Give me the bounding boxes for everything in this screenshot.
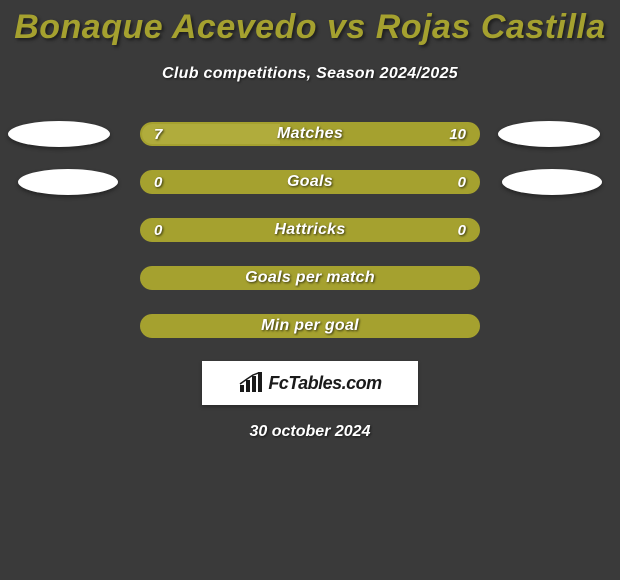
stat-bar: 0 Hattricks 0 [140,218,480,242]
stat-bar: Goals per match [140,266,480,290]
stat-row-matches: 7 Matches 10 [0,121,620,147]
bars-chart-icon [238,372,264,394]
stat-label: Goals [142,173,478,191]
player-right-oval [498,121,600,147]
player-left-oval [8,121,110,147]
stat-right-value: 10 [449,126,466,143]
stat-label: Min per goal [142,317,478,335]
stat-rows: 7 Matches 10 0 Goals 0 0 Hattricks 0 [0,121,620,339]
date-text: 30 october 2024 [0,423,620,441]
stat-right-value: 0 [458,174,466,191]
branding-text: FcTables.com [268,373,381,394]
stat-row-hattricks: 0 Hattricks 0 [0,217,620,243]
player-left-oval [18,169,118,195]
subtitle: Club competitions, Season 2024/2025 [0,65,620,83]
stat-label: Matches [142,125,478,143]
player-right-oval [502,169,602,195]
comparison-infographic: Bonaque Acevedo vs Rojas Castilla Club c… [0,0,620,441]
page-title: Bonaque Acevedo vs Rojas Castilla [0,8,620,47]
stat-label: Goals per match [142,269,478,287]
stat-bar: 7 Matches 10 [140,122,480,146]
branding-box: FcTables.com [202,361,418,405]
stat-row-goals: 0 Goals 0 [0,169,620,195]
stat-row-min-per-goal: Min per goal [0,313,620,339]
stat-right-value: 0 [458,222,466,239]
stat-bar: Min per goal [140,314,480,338]
stat-label: Hattricks [142,221,478,239]
stat-bar: 0 Goals 0 [140,170,480,194]
stat-row-goals-per-match: Goals per match [0,265,620,291]
